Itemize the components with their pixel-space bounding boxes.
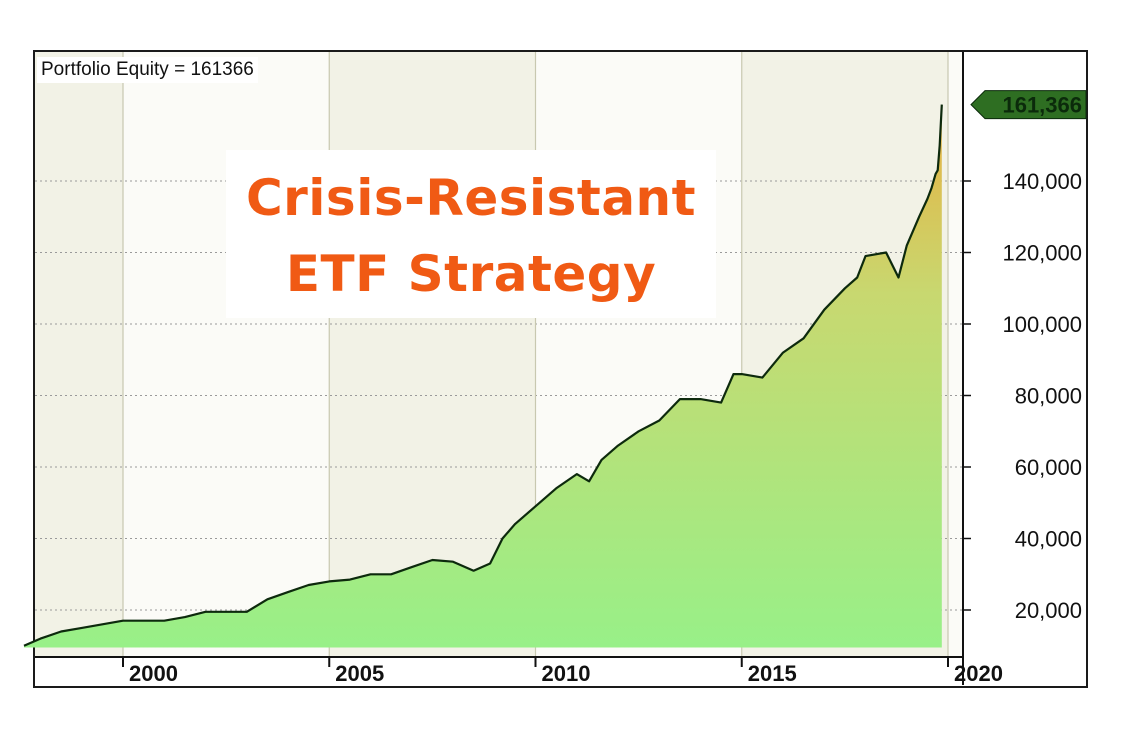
x-tick-label: 2015 [748,661,797,686]
overlay-title-line1: Crisis-Resistant [245,169,697,227]
last-value-badge-shape [970,90,1087,120]
equity-line [23,104,943,647]
y-tick-label: 80,000 [1015,384,1082,409]
last-value-badge-text: 161,366 [1002,93,1082,118]
overlay-title-box: Crisis-Resistant ETF Strategy [226,150,716,318]
y-axis-ticks: 20,000 40,000 60,000 80,000 100,000 120,000 14… [963,169,1082,623]
last-value-badge: 161,366 [970,90,1087,120]
plot-bg-band-0 [35,52,123,657]
y-tick-label: 40,000 [1015,527,1082,552]
x-tick-label: 2010 [542,661,591,686]
overlay-title-line2: ETF Strategy [285,245,657,303]
y-tick-label: 60,000 [1015,455,1082,480]
y-tick-label: 20,000 [1015,598,1082,623]
chart-header-label: Portfolio Equity = 161366 [37,57,258,83]
x-tick-label: 2020 [954,661,1003,686]
axes [35,52,964,685]
x-tick-label: 2005 [335,661,384,686]
x-tick-label: 2000 [129,661,178,686]
y-tick-label: 140,000 [1002,169,1082,194]
y-tick-label: 100,000 [1002,312,1082,337]
y-tick-label: 120,000 [1002,241,1082,266]
x-axis-ticks: 2000 2005 2010 2015 2020 [122,657,1003,686]
equity-area-fill [24,104,942,648]
equity-area [23,104,943,648]
